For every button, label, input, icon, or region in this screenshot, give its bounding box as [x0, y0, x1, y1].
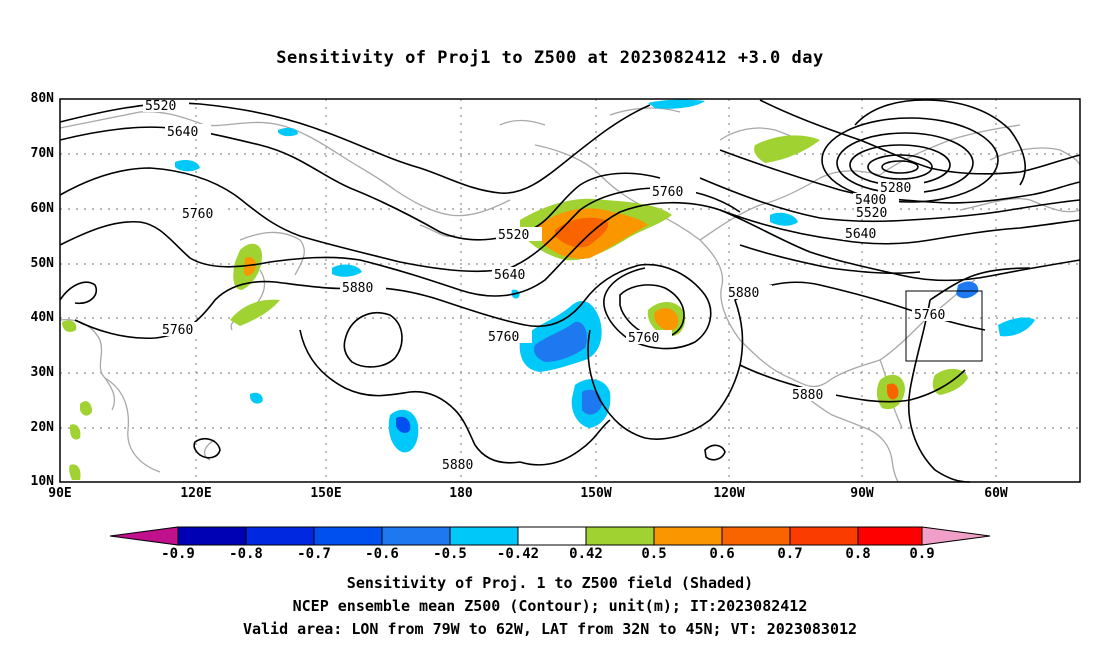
- colorbar-band: [653, 526, 723, 546]
- plot-frame: [59, 98, 1081, 483]
- lat-label: 60N: [30, 201, 54, 216]
- caption-shading: Sensitivity of Proj. 1 to Z500 field (Sh…: [346, 574, 754, 592]
- colorbar-band: [177, 526, 247, 546]
- colorbar-label: 0.5: [641, 546, 667, 562]
- figure-title: Sensitivity of Proj1 to Z500 at 20230824…: [276, 48, 824, 68]
- contour-label: 5760: [182, 207, 213, 222]
- caption-valid-area: Valid area: LON from 79W to 62W, LAT fro…: [242, 620, 858, 638]
- colorbar-low-arrow: [109, 526, 179, 546]
- colorbar-band: [245, 526, 315, 546]
- contour-label: 5520: [856, 206, 887, 221]
- lon-label: 60W: [984, 486, 1008, 501]
- lon-label: 150W: [580, 486, 612, 501]
- caption-contour: NCEP ensemble mean Z500 (Contour); unit(…: [292, 597, 808, 615]
- contour-label: 5880: [442, 458, 473, 473]
- colorbar: [109, 526, 991, 546]
- colorbar-label: 0.9: [909, 546, 935, 562]
- contour-label: 5640: [167, 125, 198, 140]
- coastlines: [59, 107, 1081, 483]
- contour-label: 5880: [728, 286, 759, 301]
- colorbar-label: 0.6: [709, 546, 735, 562]
- contour-label: 5640: [494, 268, 525, 283]
- contour-label: 5520: [145, 99, 176, 114]
- contour-label: 5760: [914, 308, 945, 323]
- contour-label: 5400: [855, 193, 886, 208]
- colorbar-band: [313, 526, 383, 546]
- lon-label: 180: [449, 486, 473, 501]
- lat-label: 40N: [30, 310, 54, 325]
- contour-labels: 5520 5640 5760 5760 5880 5520 5640 5760 …: [143, 98, 958, 473]
- lat-label: 20N: [30, 420, 54, 435]
- colorbar-band: [857, 526, 923, 546]
- sensitivity-shading: [62, 99, 1035, 480]
- colorbar-label: -0.5: [433, 546, 467, 562]
- colorbar-label: 0.8: [845, 546, 871, 562]
- colorbar-band: [721, 526, 791, 546]
- valid-area-box: [905, 290, 983, 362]
- lat-label: 50N: [30, 256, 54, 271]
- contour-label: 5520: [498, 228, 529, 243]
- lon-label: 120E: [180, 486, 212, 501]
- colorbar-label: 0.7: [777, 546, 803, 562]
- colorbar-high-arrow: [921, 526, 991, 546]
- colorbar-band: [381, 526, 451, 546]
- lon-label: 120W: [713, 486, 745, 501]
- colorbar-band: [449, 526, 519, 546]
- contour-label: 5880: [342, 281, 373, 296]
- lon-label: 90E: [48, 486, 72, 501]
- colorbar-label: 0.42: [569, 546, 603, 562]
- gridlines: [60, 99, 1080, 482]
- colorbar-label: -0.9: [161, 546, 195, 562]
- colorbar-label: -0.7: [297, 546, 331, 562]
- contour-label: 5760: [628, 331, 659, 346]
- lat-label: 80N: [30, 91, 54, 106]
- colorbar-label: -0.42: [496, 546, 540, 562]
- colorbar-band: [585, 526, 655, 546]
- colorbar-label: -0.8: [229, 546, 263, 562]
- lat-label: 10N: [30, 474, 54, 489]
- lat-label: 30N: [30, 365, 54, 380]
- contour-label: 5880: [792, 388, 823, 403]
- lon-label: 90W: [850, 486, 874, 501]
- colorbar-label: -0.6: [365, 546, 399, 562]
- contour-label: 5760: [652, 185, 683, 200]
- contour-label: 5640: [845, 227, 876, 242]
- lat-label: 70N: [30, 146, 54, 161]
- contour-label: 5760: [162, 323, 193, 338]
- colorbar-band: [517, 526, 587, 546]
- lon-label: 150E: [310, 486, 342, 501]
- contour-label: 5760: [488, 330, 519, 345]
- colorbar-band: [789, 526, 859, 546]
- contour-label: 5280: [880, 181, 911, 196]
